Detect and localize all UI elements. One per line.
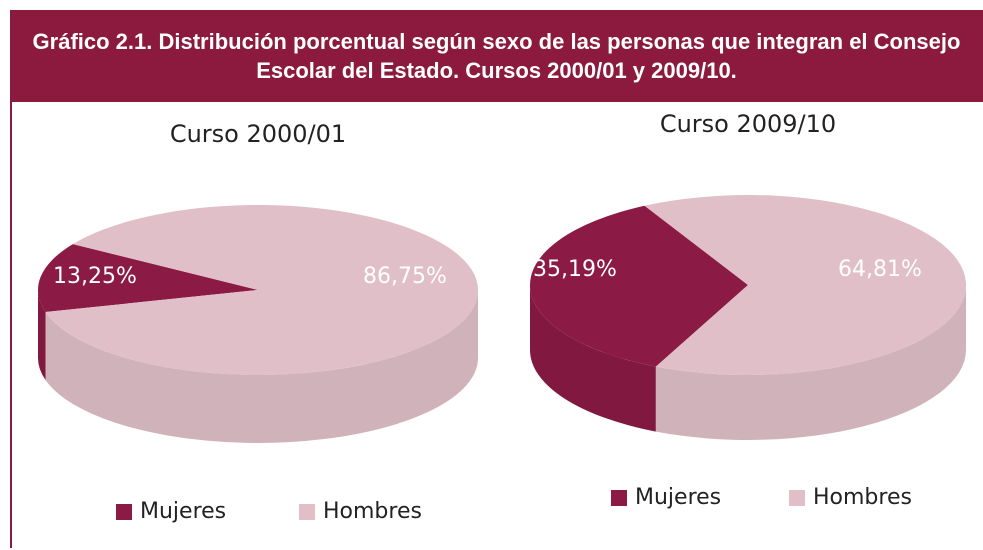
- legend-label: Mujeres: [635, 485, 721, 510]
- slice: [529, 205, 748, 367]
- figure-title: Gráfico 2.1. Distribución porcentual seg…: [10, 10, 983, 102]
- legend-label: Mujeres: [140, 499, 226, 524]
- legend-label: Hombres: [813, 485, 912, 510]
- data-label: 86,75%: [363, 264, 447, 289]
- legend-swatch: [299, 504, 315, 520]
- data-label: 13,25%: [53, 264, 137, 289]
- slice: [45, 205, 479, 376]
- data-label: 35,19%: [533, 257, 617, 282]
- slice-side: [655, 285, 966, 440]
- slice-side: [45, 290, 479, 443]
- legend-swatch: [789, 490, 805, 506]
- chart-title: Curso 2000/01: [170, 120, 346, 148]
- slice-side: [38, 290, 46, 380]
- legend-swatch: [116, 504, 132, 520]
- legend-label: Hombres: [323, 499, 422, 524]
- slice: [644, 194, 966, 375]
- legend-swatch: [611, 490, 627, 506]
- chart-title: Curso 2009/10: [660, 110, 836, 138]
- data-label: 64,81%: [838, 257, 922, 282]
- slice: [37, 244, 259, 312]
- slice-side: [530, 285, 656, 432]
